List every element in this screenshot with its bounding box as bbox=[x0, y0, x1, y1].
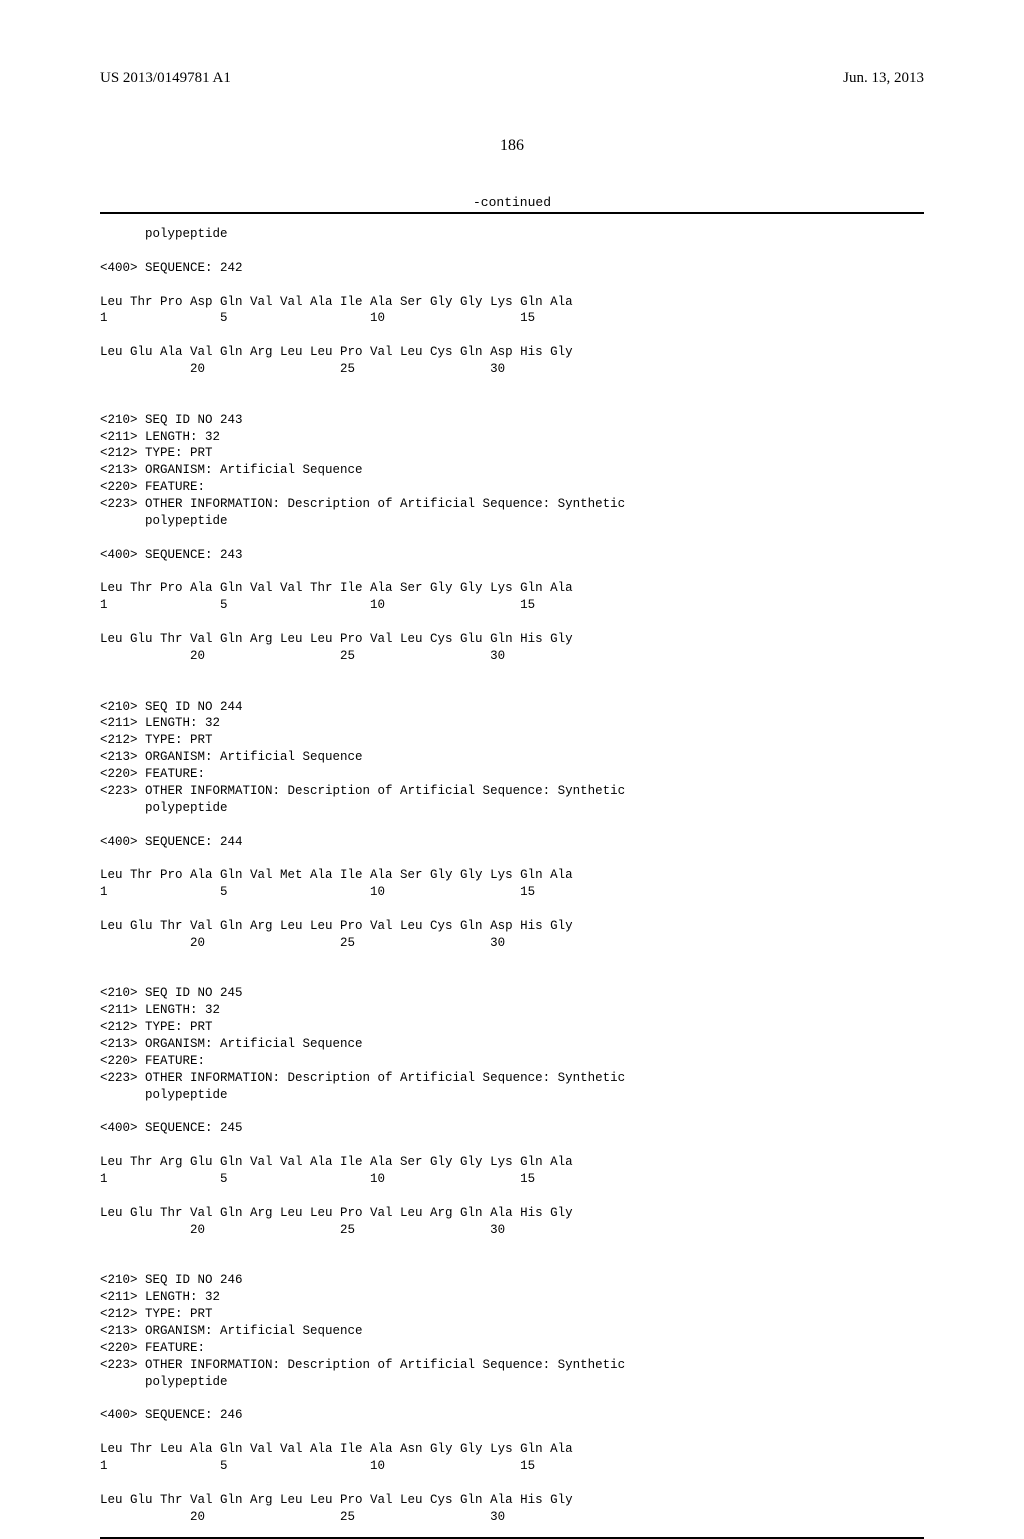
continued-label: -continued bbox=[100, 195, 924, 210]
publication-date: Jun. 13, 2013 bbox=[843, 70, 924, 87]
page-number: 186 bbox=[100, 137, 924, 155]
publication-number: US 2013/0149781 A1 bbox=[100, 70, 231, 87]
top-rule bbox=[100, 212, 924, 214]
page-header: US 2013/0149781 A1 Jun. 13, 2013 bbox=[100, 70, 924, 87]
sequence-listing: polypeptide <400> SEQUENCE: 242 Leu Thr … bbox=[100, 226, 924, 1525]
patent-page: US 2013/0149781 A1 Jun. 13, 2013 186 -co… bbox=[0, 0, 1024, 1320]
